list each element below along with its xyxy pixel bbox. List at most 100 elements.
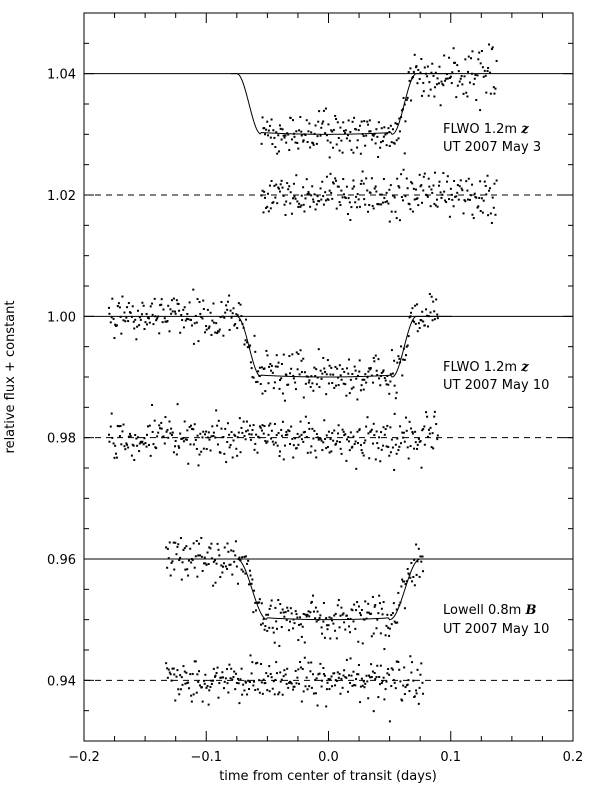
residual-point [402,168,405,171]
residual-point [281,186,284,189]
residual-point [336,671,339,674]
residual-point [229,443,232,446]
residual-point [488,189,491,192]
residual-point [380,193,383,196]
residual-point [388,454,391,457]
residual-point [322,441,325,444]
light-curve-point [214,581,217,584]
residual-point [379,460,382,463]
light-curve-point [284,134,287,137]
light-curve-point [461,83,464,86]
light-curve-point [432,74,435,77]
light-curve-point [238,319,241,322]
light-curve-point [353,603,356,606]
light-curve-point [358,370,361,373]
residual-point [266,440,269,443]
light-curve-point [449,75,452,78]
light-curve-point [221,571,224,574]
light-curve-point [359,612,362,615]
light-curve-point [340,378,343,381]
light-curve-point [427,315,430,318]
light-curve-point [279,603,282,606]
light-curve-point [364,600,367,603]
residual-point [121,430,124,433]
residual-point [245,430,248,433]
residual-point [418,686,421,689]
light-curve-point [337,384,340,387]
residual-point [458,185,461,188]
residual-point [269,672,272,675]
residual-point [292,688,295,691]
model-curve [230,73,452,135]
light-curve-point [363,378,366,381]
light-curve-point [208,325,211,328]
residual-point [422,692,425,695]
light-curve-point [432,300,435,303]
light-curve-point [260,602,263,605]
light-curve-point [235,565,238,568]
light-curve-point [345,614,348,617]
residual-point [214,674,217,677]
residual-point [155,447,158,450]
residual-point [123,445,126,448]
light-curve-point [426,314,429,317]
residual-point [404,195,407,198]
light-curve-point [366,376,369,379]
light-curve-point [426,325,429,328]
light-curve-point [220,564,223,567]
light-curve-point [356,146,359,149]
residual-point [369,430,372,433]
light-curve-point [234,323,237,326]
light-curve-point [360,384,363,387]
light-curve-point [384,379,387,382]
residual-point [400,195,403,198]
residual-point [386,200,389,203]
light-curve-point [436,317,439,320]
residual-point [278,691,281,694]
residual-point [114,444,117,447]
light-curve-point [115,324,118,327]
residual-point [271,440,274,443]
light-curve-point [313,132,316,135]
residual-point [329,438,332,441]
residual-point [218,682,221,685]
light-curve-point [315,383,318,386]
light-curve-point [408,316,411,319]
light-curve-point [379,632,382,635]
light-curve-point [276,627,278,630]
residual-point [289,191,292,194]
light-curve-point [377,155,380,158]
residual-point [202,447,205,450]
residual-point [377,696,380,699]
residual-point [444,199,447,202]
residual-point [460,187,463,190]
residual-point [309,670,312,673]
light-curve-point [133,327,136,330]
light-curve-point [436,77,439,80]
light-curve-point [197,340,200,343]
residual-point [349,681,352,684]
light-curve-point [267,382,270,385]
light-curve-point [368,119,371,122]
residual-point [384,688,387,691]
light-curve-point [175,553,178,556]
light-curve-point [342,129,345,132]
light-curve-point [332,373,335,376]
light-curve-point [349,631,352,634]
residual-point [389,426,392,429]
residual-point [146,433,148,436]
light-curve-point [299,623,302,626]
residual-point [139,440,142,443]
residual-point [425,411,428,414]
light-curve-point [367,370,370,373]
residual-point [372,442,375,445]
x-tick-label: 0.1 [440,750,461,765]
light-curve-point [361,642,364,645]
residual-point [473,192,476,195]
residual-point [251,428,254,431]
light-curve-point [278,644,281,647]
residual-point [351,187,354,190]
y-tick-label: 1.02 [47,189,76,204]
light-curve-point [379,384,382,387]
light-curve-point [346,134,349,137]
